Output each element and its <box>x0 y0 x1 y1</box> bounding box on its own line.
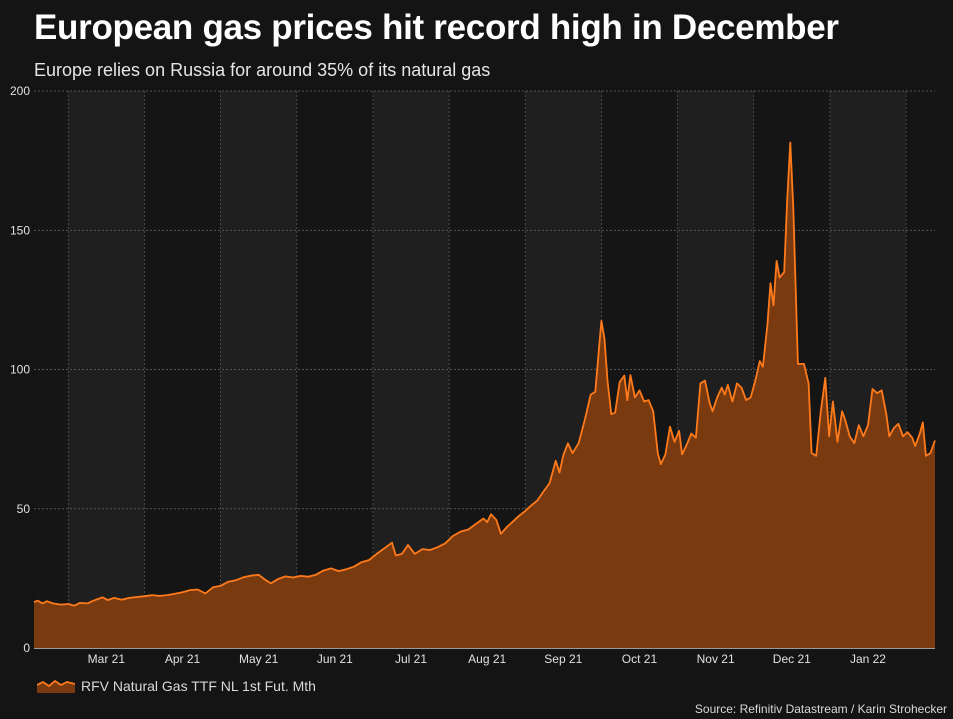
x-tick-label: Aug 21 <box>468 652 506 666</box>
chart-subtitle: Europe relies on Russia for around 35% o… <box>34 60 491 80</box>
x-tick-label: Jun 21 <box>317 652 353 666</box>
chart-title: European gas prices hit record high in D… <box>34 8 839 47</box>
y-tick-label: 150 <box>10 223 30 237</box>
x-tick-label: Nov 21 <box>697 652 735 666</box>
x-tick-label: Apr 21 <box>165 652 201 666</box>
legend: RFV Natural Gas TTF NL 1st Fut. Mth <box>37 678 316 694</box>
y-tick-label: 50 <box>17 502 31 516</box>
x-tick-label: Sep 21 <box>544 652 582 666</box>
x-tick-label: Jan 22 <box>850 652 886 666</box>
axes: 0 50 100 150 200 Mar 21 Apr 21 May 21 Jun 21 Jul … <box>10 84 935 666</box>
y-tick-label: 0 <box>23 641 30 655</box>
data-series <box>33 141 936 648</box>
series-area <box>34 142 935 648</box>
x-tick-label: Oct 21 <box>622 652 658 666</box>
legend-swatch-icon <box>37 679 75 693</box>
x-tick-label: May 21 <box>239 652 279 666</box>
y-tick-label: 100 <box>10 363 30 377</box>
x-tick-label: Mar 21 <box>88 652 126 666</box>
source-credit: Source: Refinitiv Datastream / Karin Str… <box>694 702 947 716</box>
x-tick-label: Jul 21 <box>395 652 427 666</box>
y-tick-label: 200 <box>10 84 30 98</box>
x-tick-label: Dec 21 <box>773 652 811 666</box>
legend-label: RFV Natural Gas TTF NL 1st Fut. Mth <box>81 678 316 694</box>
series-line <box>33 141 936 607</box>
